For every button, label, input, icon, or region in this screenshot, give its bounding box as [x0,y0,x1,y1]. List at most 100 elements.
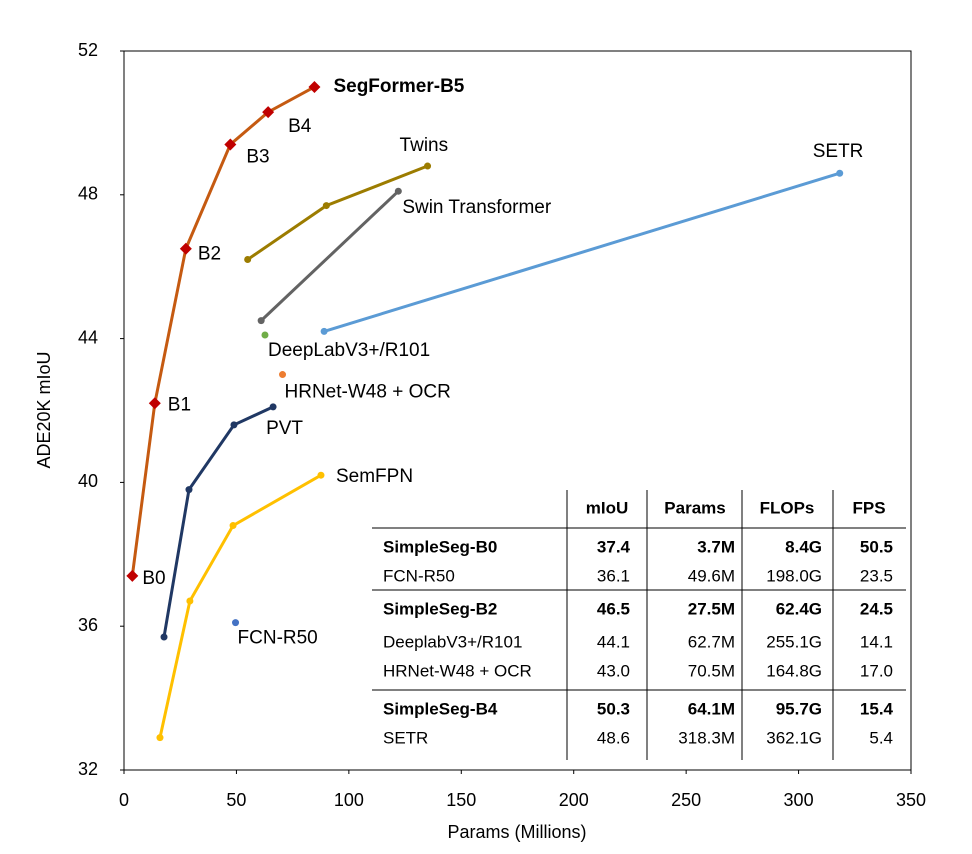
series-label: PVT [266,418,303,439]
x-tick-label: 150 [446,790,476,810]
table-cell: 50.3 [597,699,630,718]
y-axis-title: ADE20K mIoU [34,351,54,468]
table-cell: 14.1 [860,632,893,651]
point-label: B3 [246,146,269,167]
x-tick-label: 300 [784,790,814,810]
table-cell: FCN-R50 [383,566,455,585]
x-tick-label: 100 [334,790,364,810]
marker [160,633,168,641]
table-cell: 62.7M [688,632,735,651]
marker [257,317,265,325]
marker [261,331,269,339]
point-label: B2 [198,244,221,265]
series-line [130,85,316,577]
table-cell: 23.5 [860,566,893,585]
series-label: FCN-R50 [238,628,318,649]
series-line [158,473,322,738]
table-cell: 17.0 [860,661,893,680]
point-label: SegFormer-B5 [333,76,464,97]
series-label: Twins [400,135,449,156]
marker [836,169,844,177]
table-cell: SimpleSeg-B2 [383,599,497,618]
x-tick-label: 350 [896,790,926,810]
table-cell: 36.1 [597,566,630,585]
table-cell: 46.5 [597,599,630,618]
x-tick-label: 0 [119,790,129,810]
table-cell: 5.4 [869,728,893,747]
marker [126,569,139,582]
series-line [162,405,274,638]
series-label: Swin Transformer [402,197,552,218]
series-line [246,164,429,261]
table-cell: 27.5M [688,599,735,618]
point-label: B4 [288,116,312,137]
table-cell: 24.5 [860,599,893,618]
table-cell: 95.7G [776,699,822,718]
plot-frame [123,50,912,771]
table-cell: 3.7M [697,537,735,556]
y-tick-label: 36 [78,615,98,635]
table-header: Params [664,498,725,517]
y-tick-label: 40 [78,471,98,491]
table-cell: 50.5 [860,537,893,556]
marker [229,522,237,530]
table-cell: 64.1M [688,699,735,718]
table-cell: 8.4G [785,537,822,556]
table-cell: 37.4 [597,537,631,556]
x-tick-label: 50 [226,790,246,810]
marker [186,597,194,605]
table-cell: HRNet-W48 + OCR [383,661,532,680]
marker [185,486,193,494]
series-label: HRNet-W48 + OCR [285,382,451,403]
marker [156,734,164,742]
marker [322,202,330,210]
marker [224,138,237,151]
marker [308,80,321,93]
x-tick-label: 250 [671,790,701,810]
table-cell: 70.5M [688,661,735,680]
marker [279,371,287,379]
table-cell: DeeplabV3+/R101 [383,632,522,651]
marker [232,619,240,627]
marker [262,106,275,119]
series-label: DeepLabV3+/R101 [268,340,430,361]
table-cell: 49.6M [688,566,735,585]
table-cell: 255.1G [766,632,822,651]
table-cell: 44.1 [597,632,630,651]
table-cell: SETR [383,728,428,747]
table-header: FPS [852,498,885,517]
table-cell: 318.3M [678,728,735,747]
y-tick-label: 44 [78,327,98,347]
series-line [260,190,400,322]
y-tick-label: 52 [78,40,98,60]
series-label: SemFPN [336,466,413,487]
y-tick-label: 48 [78,184,98,204]
marker [230,421,238,429]
series-label: SETR [813,141,864,162]
x-axis-title: Params (Millions) [447,822,586,842]
series-line [323,171,841,333]
table-cell: 198.0G [766,566,822,585]
marker [244,256,252,264]
table-cell: 164.8G [766,661,822,680]
point-label: B0 [142,568,165,589]
table-cell: 15.4 [860,699,894,718]
marker [269,403,277,411]
table-cell: 362.1G [766,728,822,747]
table-cell: SimpleSeg-B0 [383,537,497,556]
marker [394,187,402,195]
marker [424,162,432,170]
marker [317,471,325,479]
table-cell: 43.0 [597,661,630,680]
table-header: mIoU [586,498,629,517]
table-cell: 62.4G [776,599,822,618]
point-label: B1 [168,394,191,415]
table-header: FLOPs [760,498,815,517]
x-tick-label: 200 [559,790,589,810]
table-cell: 48.6 [597,728,630,747]
marker [179,242,192,255]
table-cell: SimpleSeg-B4 [383,699,498,718]
marker [320,327,328,335]
marker [148,397,161,410]
